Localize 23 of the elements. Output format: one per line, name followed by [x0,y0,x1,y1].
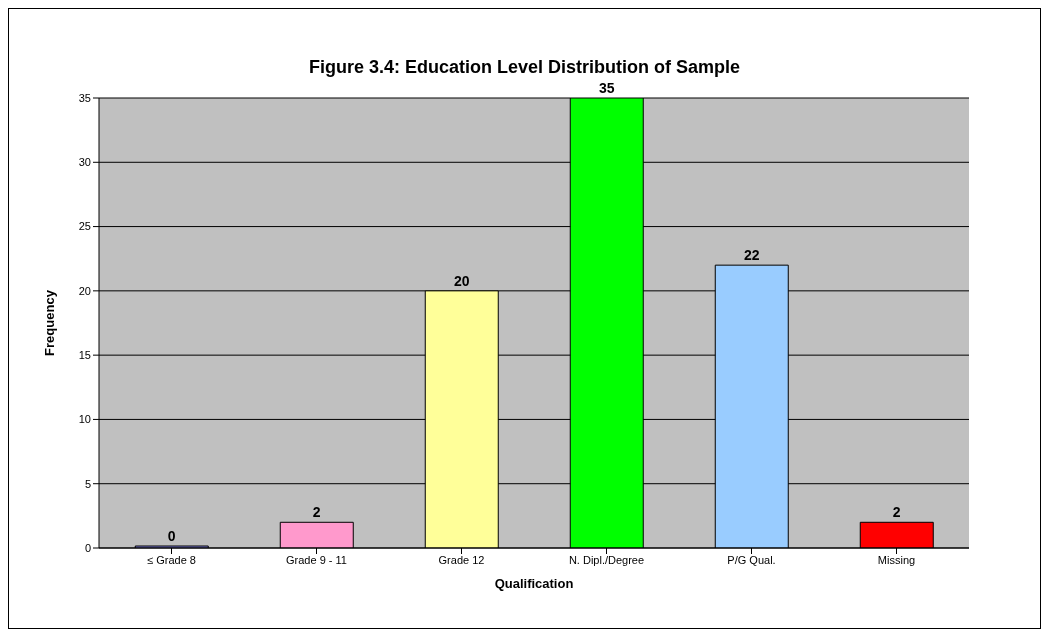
x-tick-label: P/G Qual. [727,553,776,566]
x-tick-label: Grade 12 [438,553,485,566]
data-label: 2 [892,504,901,521]
data-label: 35 [598,80,615,96]
y-tick-label: 10 [78,413,91,426]
y-tick-label: 5 [84,477,91,490]
data-label: 22 [743,247,760,264]
data-label: 2 [312,504,321,521]
x-axis-title: Qualification [494,576,574,591]
x-tick-label: Grade 9 - 11 [286,553,347,566]
chart-title: Figure 3.4: Education Level Distribution of Sample [307,57,742,78]
y-axis-title: Frequency [41,289,57,356]
x-tick-label: Missing [877,553,916,566]
y-tick-label: 25 [78,220,91,233]
x-tick-label: ≤ Grade 8 [147,553,196,566]
y-tick-label: 30 [78,156,91,169]
data-label: 20 [453,272,470,289]
y-tick-label: 35 [78,91,91,104]
x-tick-label: N. Dipl./Degree [568,553,645,566]
data-label: 0 [167,528,176,544]
y-tick-label: 0 [84,541,91,554]
y-tick-label: 15 [78,349,91,362]
y-tick-label: 20 [78,284,91,297]
